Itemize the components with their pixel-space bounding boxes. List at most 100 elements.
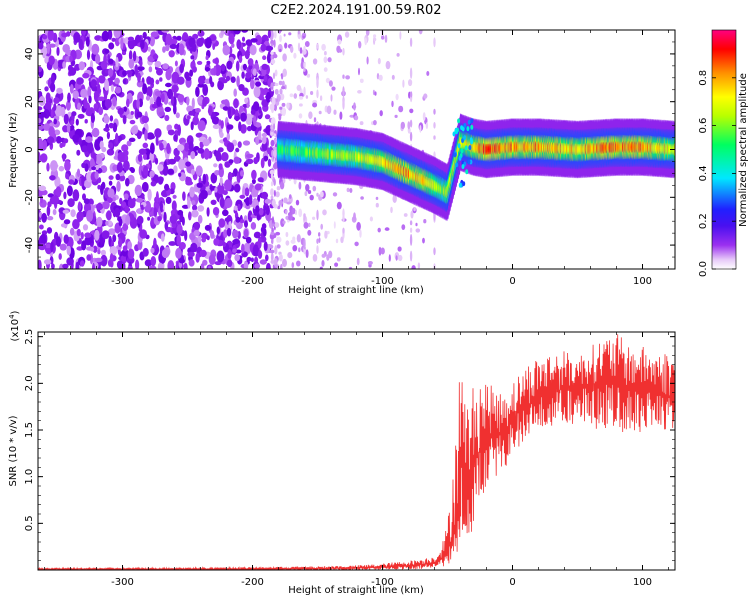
noise-blob <box>185 76 192 81</box>
noise-blob <box>398 105 404 113</box>
noise-blob <box>305 249 309 258</box>
noise-blob <box>303 67 306 72</box>
noise-blob <box>241 36 246 42</box>
noise-blob <box>265 254 269 262</box>
noise-blob <box>44 86 49 92</box>
ridge-cell <box>457 143 461 149</box>
noise-blob <box>233 98 239 109</box>
noise-blob <box>139 229 148 239</box>
noise-blob <box>99 140 104 149</box>
noise-blob <box>49 175 56 181</box>
noise-blob <box>167 168 175 175</box>
noise-blob <box>279 48 282 53</box>
noise-blob <box>104 79 110 91</box>
noise-blob <box>62 61 66 69</box>
noise-blob <box>170 209 176 215</box>
noise-blob <box>422 112 426 121</box>
noise-blob <box>261 135 267 145</box>
noise-blob <box>106 131 110 140</box>
noise-blob <box>63 234 69 244</box>
noise-blob <box>98 75 106 84</box>
noise-blob <box>274 264 280 268</box>
ridge-cell <box>467 119 471 125</box>
noise-blob <box>408 79 413 87</box>
noise-blob <box>318 110 322 115</box>
noise-blob <box>169 214 178 225</box>
noise-blob <box>129 119 136 125</box>
noise-blob <box>320 191 324 198</box>
noise-blob <box>275 157 277 162</box>
noise-blob <box>385 60 391 70</box>
noise-blob <box>280 218 285 228</box>
ridge-cell <box>470 118 474 124</box>
noise-blob <box>54 105 63 117</box>
noise-blob <box>178 43 185 56</box>
noise-blob <box>72 90 80 100</box>
noise-blob <box>398 254 403 262</box>
noise-blob <box>293 93 298 99</box>
ridge-cell <box>457 118 461 124</box>
noise-blob <box>333 109 337 115</box>
noise-blob <box>60 223 68 228</box>
noise-blob <box>353 212 356 220</box>
noise-blob <box>66 185 73 197</box>
noise-blob <box>196 182 203 188</box>
noise-blob <box>181 216 185 226</box>
noise-blob <box>103 90 108 101</box>
noise-blob <box>409 67 413 79</box>
noise-blob <box>136 111 143 118</box>
colorbar-tick-label: 0.0 <box>698 261 709 277</box>
noise-blob <box>223 229 228 238</box>
noise-blob <box>233 205 239 211</box>
noise-blob <box>108 68 114 77</box>
noise-blob <box>140 39 145 50</box>
noise-blob <box>114 86 122 94</box>
noise-blob <box>182 191 186 201</box>
noise-blob <box>206 60 211 65</box>
noise-blob <box>328 80 333 87</box>
noise-blob <box>312 185 317 192</box>
noise-blob <box>316 192 319 197</box>
noise-blob <box>81 174 85 187</box>
noise-blob <box>38 243 47 251</box>
noise-blob <box>399 31 402 40</box>
noise-blob <box>233 156 240 164</box>
noise-blob <box>266 262 271 269</box>
noise-blob <box>342 74 345 79</box>
noise-blob <box>271 125 274 131</box>
noise-blob <box>142 142 149 149</box>
noise-blob <box>82 72 90 79</box>
noise-blob <box>299 47 303 54</box>
noise-blob <box>270 132 274 136</box>
snr-panel: -300 -200 -100 0 100 0.5 1.0 1.5 2.0 2.5 Height o… <box>8 310 676 596</box>
noise-blob <box>274 88 279 95</box>
spectrogram-ridge <box>276 113 675 222</box>
noise-blob <box>162 46 166 53</box>
noise-blob <box>410 210 414 219</box>
noise-blob <box>63 191 67 200</box>
noise-blob <box>213 238 220 246</box>
noise-blob <box>241 71 245 79</box>
noise-blob <box>149 134 155 140</box>
noise-blob <box>80 260 85 267</box>
noise-blob <box>433 247 436 256</box>
noise-blob <box>303 86 306 97</box>
noise-blob <box>400 121 405 130</box>
noise-blob <box>296 84 302 91</box>
noise-blob <box>245 39 253 47</box>
noise-blob <box>66 245 72 256</box>
noise-blob <box>38 185 47 192</box>
noise-blob <box>80 232 84 240</box>
noise-blob <box>250 79 255 90</box>
noise-blob <box>191 200 196 206</box>
noise-blob <box>155 135 159 146</box>
noise-blob <box>174 60 178 67</box>
noise-blob <box>77 113 85 119</box>
noise-blob <box>116 161 123 173</box>
noise-blob <box>241 30 249 33</box>
noise-blob <box>323 56 328 63</box>
noise-blob <box>220 63 226 72</box>
noise-blob <box>142 31 147 39</box>
noise-blob <box>104 49 110 54</box>
